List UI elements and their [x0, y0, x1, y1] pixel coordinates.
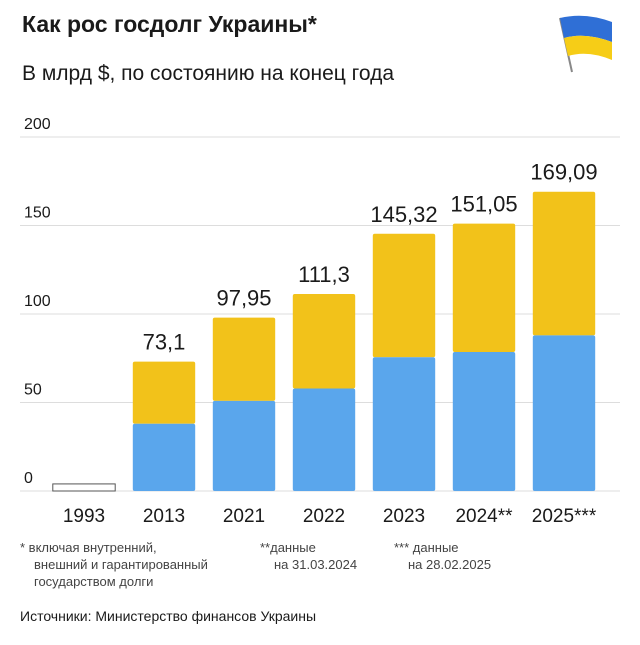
y-tick-label: 0 [24, 470, 33, 487]
x-tick-label: 2013 [143, 506, 185, 527]
source: Источники: Министерство финансов Украины [20, 608, 316, 624]
x-tick-label: 2022 [303, 506, 345, 527]
bar [132, 361, 196, 491]
footnote: внешний и гарантированный [34, 557, 208, 572]
value-label: 151,05 [450, 192, 517, 217]
flag [559, 15, 612, 73]
x-tick-label: 2025*** [532, 506, 597, 527]
chart-title: Как рос госдолг Украины* [22, 11, 317, 37]
bar [372, 233, 436, 491]
x-tick-label: 2024** [455, 506, 513, 527]
footnote: *** данные [394, 540, 459, 555]
footnote: государством долги [34, 574, 153, 589]
value-label: 111,3 [298, 262, 350, 287]
bar [532, 191, 596, 491]
footnote: * включая внутренний, [20, 540, 157, 555]
y-tick-label: 150 [24, 205, 51, 222]
bar [212, 317, 276, 491]
x-tick-label: 2023 [383, 506, 425, 527]
footnote: на 31.03.2024 [274, 557, 357, 572]
value-label: 97,95 [216, 286, 271, 311]
value-label: 169,09 [530, 160, 597, 185]
bar [292, 293, 356, 491]
y-tick-label: 200 [24, 116, 51, 133]
footnote: на 28.02.2025 [408, 557, 491, 572]
chart-subtitle: В млрд $, по состоянию на конец года [22, 62, 394, 85]
y-tick-label: 50 [24, 382, 42, 399]
y-tick-label: 100 [24, 293, 51, 310]
bar [452, 223, 516, 491]
value-label: 145,32 [370, 202, 437, 227]
footnote: **данные [260, 540, 316, 555]
value-label: 73,1 [143, 330, 186, 355]
x-tick-label: 1993 [63, 506, 105, 527]
bar [52, 483, 116, 492]
x-tick-label: 2021 [223, 506, 265, 527]
